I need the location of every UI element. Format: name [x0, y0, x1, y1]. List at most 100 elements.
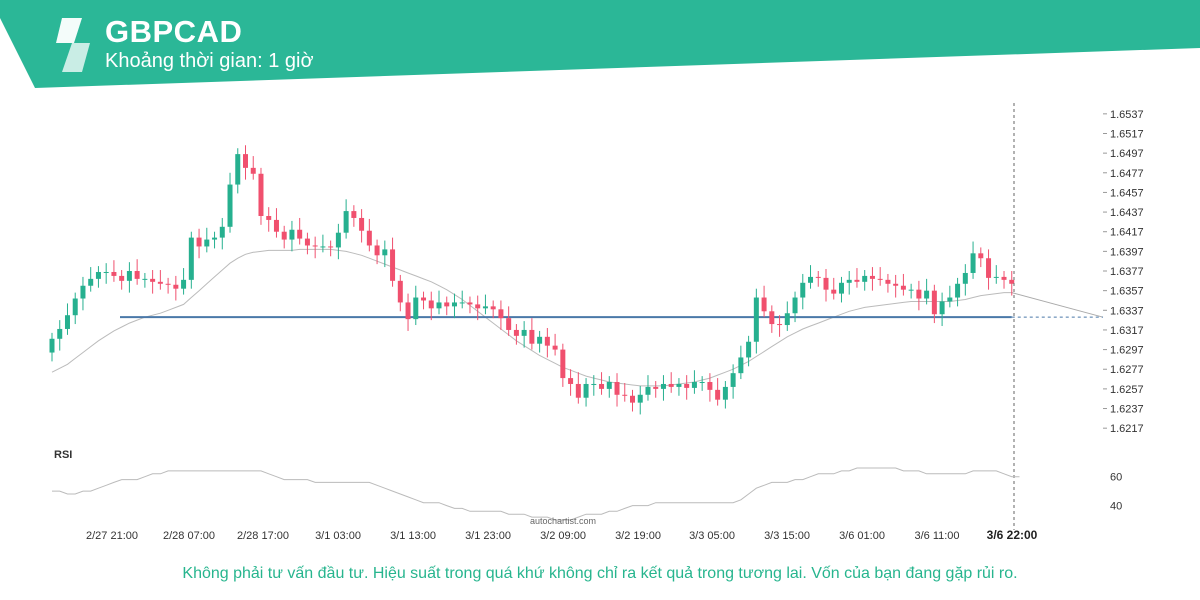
candle [583, 378, 589, 407]
time-tick-label: 3/6 01:00 [839, 530, 885, 542]
candle [134, 259, 140, 285]
candle [289, 220, 295, 252]
candle [57, 320, 63, 351]
price-tick-label: 1.6217 [1110, 423, 1144, 435]
candle [126, 262, 132, 293]
candle [343, 199, 349, 239]
candle [243, 145, 248, 180]
candle [722, 381, 728, 409]
forecast-line [1011, 292, 1104, 318]
candle [328, 240, 334, 257]
candle [939, 292, 945, 327]
candle [707, 373, 713, 402]
candle [150, 270, 156, 294]
candle [614, 373, 620, 407]
candle [88, 267, 94, 292]
candle [451, 293, 457, 319]
price-tick-label: 1.6537 [1110, 109, 1144, 121]
time-tick-label: 3/3 05:00 [689, 530, 735, 542]
candle [869, 267, 875, 291]
candle [165, 277, 171, 294]
candle [235, 148, 241, 194]
candle [64, 303, 70, 335]
time-tick-label: 3/2 19:00 [615, 530, 661, 542]
header-banner [0, 0, 1200, 88]
candle [900, 273, 906, 296]
candle [351, 205, 357, 227]
candle [653, 381, 659, 398]
banner-shape [0, 0, 1200, 88]
candle [978, 247, 984, 268]
candle [753, 288, 759, 354]
candles [49, 145, 1015, 415]
candle [568, 369, 574, 396]
candle [622, 382, 628, 402]
candle [204, 227, 210, 253]
candle [72, 292, 78, 325]
candle [761, 285, 767, 318]
time-tick-label: 3/1 03:00 [315, 530, 361, 542]
candle [606, 376, 612, 398]
price-tick-label: 1.6457 [1110, 187, 1144, 199]
candle [312, 236, 318, 259]
candle [273, 208, 279, 238]
candle [838, 276, 844, 303]
price-tick-label: 1.6477 [1110, 168, 1144, 180]
candle [808, 265, 814, 289]
candle [359, 209, 365, 243]
candle [544, 327, 550, 358]
symbol-title: GBPCAD [105, 14, 243, 49]
candle [173, 275, 179, 301]
price-tick-label: 1.6417 [1110, 227, 1144, 239]
candle [413, 285, 419, 326]
candle [893, 274, 899, 298]
candle [730, 364, 736, 399]
candle [986, 249, 992, 290]
time-tick-label: 2/27 21:00 [86, 530, 138, 542]
candle [962, 264, 968, 296]
candle [931, 284, 937, 324]
candle [529, 318, 535, 350]
candle [823, 269, 829, 302]
candle [769, 305, 775, 333]
price-tick-label: 1.6517 [1110, 128, 1144, 140]
price-tick-label: 1.6297 [1110, 345, 1144, 357]
price-axis: 1.6537 1.6517 1.6497 1.6477 1.6457 1.6437 1.64… [1103, 109, 1144, 435]
candle [459, 290, 465, 309]
time-tick-label: 3/6 11:00 [914, 530, 959, 542]
time-tick-last: 3/6 22:00 [987, 528, 1038, 542]
candle [800, 273, 806, 310]
candle [421, 291, 427, 310]
candle [885, 273, 891, 293]
candle [691, 370, 697, 394]
rsi-tick-label: 40 [1110, 501, 1122, 513]
price-tick-label: 1.6277 [1110, 364, 1144, 376]
candle [1001, 271, 1007, 289]
candle [777, 315, 783, 337]
candle [630, 389, 635, 412]
candle [684, 375, 690, 400]
rsi-line [52, 467, 1020, 521]
candle [676, 378, 682, 396]
candle [382, 240, 388, 268]
candle [304, 232, 310, 255]
candle [390, 237, 396, 287]
rsi-label: RSI [54, 449, 72, 461]
candle [908, 283, 914, 299]
candle [668, 372, 674, 393]
candle [436, 290, 442, 315]
time-axis: 2/27 21:00 2/28 07:00 2/28 17:00 3/1 03:00 3… [86, 528, 1038, 542]
rsi-axis: 60 40 [1110, 472, 1122, 513]
candle [482, 294, 488, 315]
candle [475, 295, 481, 321]
candle [49, 332, 55, 362]
watermark: autochartist.com [530, 516, 596, 526]
candle [637, 385, 643, 415]
candle [560, 343, 566, 387]
timeframe-subtitle: Khoảng thời gian: 1 giờ [105, 50, 314, 72]
candle [746, 335, 752, 367]
candle [645, 375, 651, 401]
price-chart: 1.6537 1.6517 1.6497 1.6477 1.6457 1.6437 1.64… [49, 103, 1144, 542]
candle [212, 231, 218, 249]
candle [188, 231, 194, 289]
